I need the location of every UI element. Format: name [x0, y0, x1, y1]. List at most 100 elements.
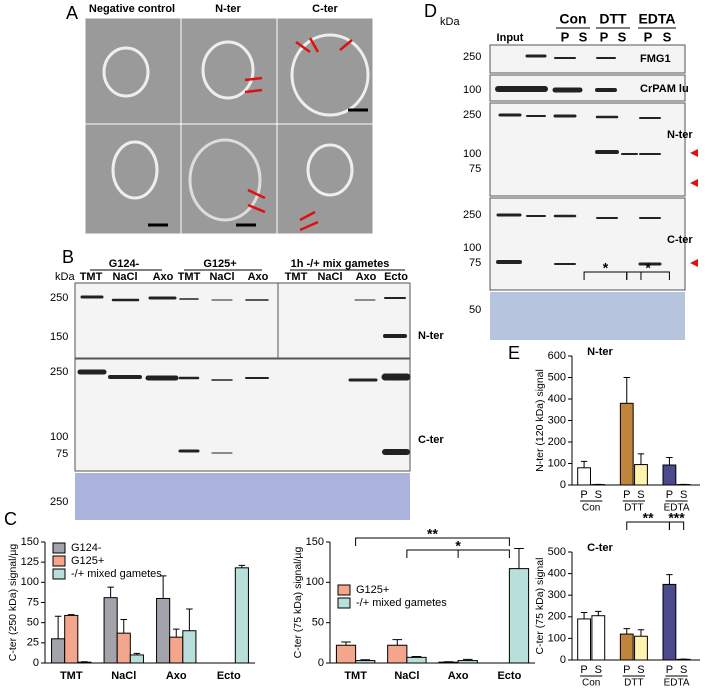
- y-tick-label: 100: [548, 632, 566, 644]
- lane-labels: TMT NaCl Axo TMT NaCl Axo TMT NaCl Axo Ecto: [80, 271, 409, 283]
- bar: [634, 635, 648, 661]
- error-bar: [580, 611, 588, 619]
- micrographs: [84, 17, 374, 235]
- legend-swatch: [337, 584, 351, 596]
- kda-label: kDa: [440, 16, 460, 28]
- lane-label: P: [644, 29, 653, 44]
- lane-label: NaCl: [317, 271, 342, 283]
- lane-label: S: [618, 29, 627, 44]
- error-bar: [186, 608, 193, 631]
- bar: [438, 661, 459, 664]
- blot-bands: [77, 295, 411, 455]
- x-tick-label: P: [580, 489, 587, 501]
- x-tick-label: NaCl: [111, 670, 136, 682]
- y-tick-label: 0: [318, 657, 324, 669]
- error-bar: [595, 610, 602, 616]
- x-tick-label: S: [637, 664, 644, 676]
- bar: [335, 644, 357, 664]
- bar: [116, 632, 131, 664]
- marker-label: 100: [463, 148, 481, 160]
- y-tick-label: 100: [548, 457, 566, 469]
- error-bar: [120, 618, 128, 634]
- y-tick-label: 200: [548, 436, 566, 448]
- error-bar: [392, 639, 403, 646]
- y-axis-label: C-ter (250 kDa) signal/µg: [7, 544, 19, 662]
- lane-label: Input: [497, 32, 524, 44]
- stained-gel: [75, 473, 410, 520]
- error-bar: [172, 628, 180, 638]
- lane-label: P: [561, 29, 570, 44]
- lane-label: TMT: [80, 271, 103, 283]
- kda-label: kDa: [55, 271, 75, 283]
- bar: [591, 615, 606, 661]
- bar: [662, 583, 677, 661]
- x-tick-label: S: [595, 489, 602, 501]
- blot-bands: [495, 54, 662, 266]
- group-label: G125+: [203, 258, 236, 270]
- marker-label: 75: [469, 163, 481, 175]
- group-label: DTT: [624, 503, 643, 514]
- y-tick-label: 600: [548, 350, 566, 362]
- x-tick-label: Ecto: [497, 670, 521, 682]
- chart-title: N-ter: [587, 346, 613, 358]
- panel-label: A: [66, 3, 78, 23]
- bar: [182, 630, 197, 664]
- y-tick-label: 0: [560, 479, 566, 491]
- bar: [457, 660, 478, 664]
- blot-label: N-ter: [418, 330, 444, 342]
- lane-label: S: [579, 29, 588, 44]
- error-bar: [54, 615, 62, 639]
- y-tick-label: 400: [548, 393, 566, 405]
- blot-label: FMG1: [640, 53, 671, 65]
- chart-title: C-ter: [587, 542, 613, 554]
- error-bar: [623, 377, 630, 404]
- lane-label: TMT: [178, 271, 201, 283]
- lane-label: TMT: [285, 271, 308, 283]
- x-tick-label: Axo: [448, 670, 469, 682]
- group-label: Con: [582, 503, 600, 514]
- significance-label: *: [603, 260, 609, 276]
- y-tick-label: 200: [548, 611, 566, 623]
- group-label: G124-: [109, 258, 140, 270]
- y-tick-label: 500: [548, 371, 566, 383]
- y-tick-label: 150: [306, 536, 324, 548]
- x-tick-label: P: [666, 664, 673, 676]
- legend-label: -/+ mixed gametes: [356, 597, 447, 609]
- lane-label: Axo: [153, 271, 174, 283]
- panel-label: D: [424, 1, 437, 21]
- lane-label: NaCl: [112, 271, 137, 283]
- lane-label: Ecto: [384, 271, 408, 283]
- y-tick-label: 0: [33, 657, 39, 669]
- y-tick-label: 100: [21, 576, 39, 588]
- x-tick-label: Ecto: [217, 670, 241, 682]
- group-label: Con: [559, 11, 586, 27]
- error-bar: [159, 575, 167, 599]
- y-axis-label: N-ter (120 kDa) signal: [534, 369, 546, 472]
- marker-label: 100: [463, 242, 481, 254]
- marker-label: 50: [469, 304, 481, 316]
- x-tick-label: TMT: [344, 670, 367, 682]
- column-title: Negative control: [89, 3, 175, 15]
- y-tick-label: 0: [560, 654, 566, 666]
- legend-label: G124-: [71, 542, 102, 554]
- bar: [577, 618, 591, 661]
- bar: [619, 633, 634, 661]
- bar: [51, 638, 66, 664]
- y-tick-label: 400: [548, 568, 566, 580]
- legend-swatch: [52, 542, 66, 554]
- y-axis-label: C-ter (75 kDa) signal/µg: [292, 547, 304, 659]
- blot-label: N-ter: [667, 129, 693, 141]
- significance-label: *: [645, 260, 651, 276]
- marker-label: 250: [50, 496, 68, 508]
- error-bar: [360, 659, 371, 661]
- bar: [577, 467, 591, 486]
- panel-label: C: [4, 509, 17, 529]
- y-tick-label: 125: [21, 556, 39, 568]
- y-tick-label: 300: [548, 589, 566, 601]
- marker-label: 100: [463, 84, 481, 96]
- y-tick-label: 100: [306, 576, 324, 588]
- marker-label: 150: [50, 331, 68, 343]
- blot-label: C-ter: [418, 434, 444, 446]
- marker-label: 100: [50, 431, 68, 443]
- bar: [662, 464, 677, 486]
